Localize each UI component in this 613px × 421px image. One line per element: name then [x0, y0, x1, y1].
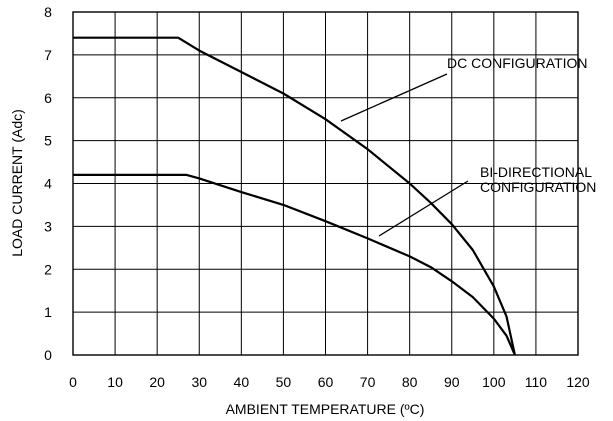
series-annotation-label: BI-DIRECTIONAL: [480, 164, 592, 180]
x-tick-label: 80: [402, 374, 418, 390]
series-line-dc: [73, 36, 516, 356]
annotations: DC CONFIGURATION BI-DIRECTIONALCONFIGURAT…: [340, 55, 596, 237]
x-tick-label: 110: [525, 374, 548, 390]
series-annotation-label: CONFIGURATION: [480, 179, 596, 195]
y-tick-label: 5: [44, 133, 52, 149]
x-tick-label: 120: [566, 374, 590, 390]
x-tick-label: 30: [191, 374, 207, 390]
x-tick-label: 10: [107, 374, 123, 390]
x-tick-label: 40: [234, 374, 250, 390]
x-tick-label: 0: [69, 374, 77, 390]
y-tick-label: 4: [44, 176, 52, 192]
x-tick-label: 70: [360, 374, 376, 390]
y-tick-label: 7: [44, 47, 52, 63]
y-tick-label: 3: [44, 218, 52, 234]
x-tick-label: 100: [482, 374, 506, 390]
x-tick-label: 60: [318, 374, 334, 390]
x-tick-label: 20: [149, 374, 165, 390]
curves: [73, 36, 516, 356]
annotation-leader-line: [378, 180, 469, 237]
x-tick-label: 50: [276, 374, 292, 390]
series-line-bidirectional: [73, 173, 516, 356]
plot-frame: [72, 11, 579, 356]
annotation-leader-line: [340, 73, 448, 122]
y-axis-ticks: 0 1 2 3 4 5 6 7 8: [44, 4, 52, 363]
y-tick-label: 0: [44, 347, 52, 363]
y-tick-label: 8: [44, 4, 52, 20]
x-axis-label: AMBIENT TEMPERATURE (ºC): [226, 401, 425, 417]
x-axis-ticks: 0 10 20 30 40 50 60 70 80 90 100 110 120: [69, 374, 590, 390]
series-annotation-label: DC CONFIGURATION: [447, 55, 588, 71]
y-tick-label: 6: [44, 90, 52, 106]
x-tick-label: 90: [444, 374, 460, 390]
y-tick-label: 2: [44, 261, 52, 277]
y-axis-label: LOAD CURRENT (Adc): [9, 109, 25, 257]
y-tick-label: 1: [44, 304, 52, 320]
